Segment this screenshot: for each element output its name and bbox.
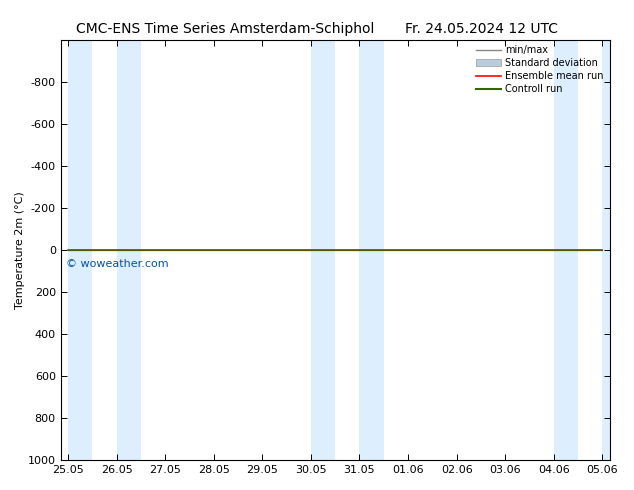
Bar xyxy=(602,40,627,460)
Bar xyxy=(117,40,141,460)
Bar xyxy=(359,40,384,460)
Bar xyxy=(68,40,92,460)
Y-axis label: Temperature 2m (°C): Temperature 2m (°C) xyxy=(15,191,25,309)
Bar xyxy=(554,40,578,460)
Bar xyxy=(311,40,335,460)
Text: Fr. 24.05.2024 12 UTC: Fr. 24.05.2024 12 UTC xyxy=(405,22,558,36)
Legend: min/max, Standard deviation, Ensemble mean run, Controll run: min/max, Standard deviation, Ensemble me… xyxy=(472,42,608,98)
Text: © woweather.com: © woweather.com xyxy=(66,259,169,269)
Text: CMC-ENS Time Series Amsterdam-Schiphol: CMC-ENS Time Series Amsterdam-Schiphol xyxy=(76,22,375,36)
